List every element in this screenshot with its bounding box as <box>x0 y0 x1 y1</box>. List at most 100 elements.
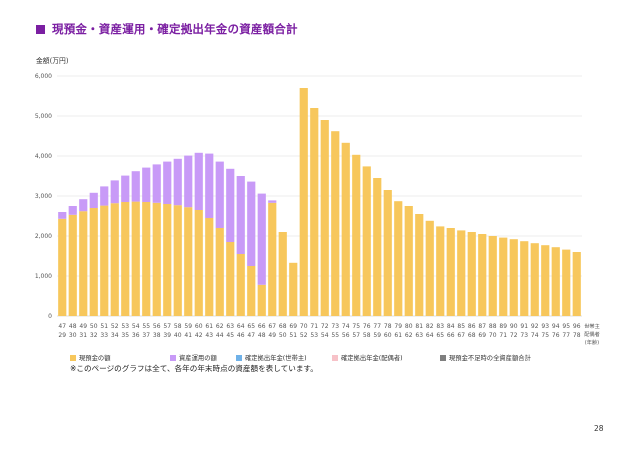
x-tick-label-household: 58 <box>174 323 182 330</box>
x-tick-label-household: 50 <box>90 323 98 330</box>
x-tick-label-spouse: 45 <box>226 332 234 339</box>
legend-label: 現預金不足時の全資産額合計 <box>449 355 531 362</box>
x-tick-label-household: 87 <box>478 323 486 330</box>
x-tick-label-household: 76 <box>363 323 371 330</box>
bar-segment-cash <box>488 236 497 316</box>
bar-segment-cash <box>184 207 193 316</box>
bar-segment-investment <box>226 168 235 242</box>
bar-segment-investment <box>121 175 130 202</box>
bar-segment-cash <box>289 262 298 316</box>
x-tick-label-spouse: 53 <box>310 332 318 339</box>
bar-segment-cash <box>163 204 172 316</box>
x-tick-label-spouse: 38 <box>153 332 161 339</box>
x-tick-label-household: 71 <box>310 323 318 330</box>
bar-segment-investment <box>142 167 151 202</box>
bar-segment-cash <box>152 202 161 316</box>
page-number: 28 <box>594 424 604 433</box>
x-tick-label-spouse: 63 <box>415 332 423 339</box>
legend-label: 確定拠出年金(配偶者) <box>341 355 403 362</box>
bar-segment-cash <box>457 230 466 316</box>
bar-segment-cash <box>373 178 382 316</box>
x-tick-label-household: 61 <box>205 323 213 330</box>
bar-segment-cash <box>478 234 487 316</box>
x-tick-label-household: 92 <box>531 323 539 330</box>
bar-segment-cash <box>215 228 224 316</box>
x-tick-label-household: 65 <box>247 323 255 330</box>
title-square-icon <box>36 24 45 34</box>
bar-segment-cash <box>58 218 67 316</box>
bar-segment-investment <box>110 180 119 204</box>
bar-segment-investment <box>184 155 193 208</box>
x-tick-label-spouse: 77 <box>562 332 570 339</box>
bar-segment-investment <box>152 164 161 203</box>
x-row-label: 世帯主 <box>584 322 600 330</box>
x-tick-label-household: 70 <box>300 323 308 330</box>
bar-segment-cash <box>520 241 529 316</box>
bar-segment-cash <box>551 247 560 316</box>
bar-segment-cash <box>299 88 308 316</box>
x-tick-label-household: 64 <box>237 323 245 330</box>
x-tick-label-spouse: 33 <box>100 332 108 339</box>
y-tick-label: 6,000 <box>35 73 52 80</box>
footnote: ※このページのグラフは全て、各年の年末時点の資産額を表しています。 <box>70 364 318 373</box>
x-tick-label-spouse: 50 <box>279 332 287 339</box>
x-tick-label-spouse: 58 <box>363 332 371 339</box>
x-tick-label-spouse: 65 <box>436 332 444 339</box>
x-tick-label-household: 79 <box>394 323 402 330</box>
bar-segment-cash <box>352 154 361 316</box>
x-tick-label-household: 78 <box>384 323 392 330</box>
x-tick-label-household: 75 <box>352 323 360 330</box>
x-tick-label-household: 84 <box>447 323 455 330</box>
x-tick-label-spouse: 60 <box>384 332 392 339</box>
x-tick-label-spouse: 55 <box>331 332 339 339</box>
bar-segment-cash <box>257 284 266 316</box>
x-tick-label-household: 56 <box>153 323 161 330</box>
x-tick-label-household: 90 <box>510 323 518 330</box>
bar-segment-cash <box>404 206 413 316</box>
x-tick-label-spouse: 39 <box>163 332 171 339</box>
x-tick-label-spouse: 73 <box>520 332 528 339</box>
bar-segment-cash <box>226 242 235 316</box>
x-tick-label-spouse: 74 <box>531 332 539 339</box>
bar-segment-cash <box>467 232 476 316</box>
bar-segment-cash <box>278 232 287 316</box>
x-tick-label-spouse: 61 <box>394 332 402 339</box>
page-title: 現預金・資産運用・確定拠出年金の資産額合計 <box>52 22 298 36</box>
bar-segment-cash <box>121 202 130 316</box>
x-row-label: 配偶者 <box>584 330 600 338</box>
x-tick-label-household: 91 <box>520 323 528 330</box>
bar-segment-investment <box>89 192 98 208</box>
x-tick-label-spouse: 41 <box>184 332 192 339</box>
bar-segment-investment <box>131 171 140 202</box>
x-axis-ticks: 4729483049315032513352345335543655375638… <box>58 323 580 339</box>
x-tick-label-spouse: 36 <box>132 332 140 339</box>
x-tick-label-spouse: 49 <box>268 332 276 339</box>
legend-swatch <box>332 354 338 361</box>
x-tick-label-household: 62 <box>216 323 224 330</box>
x-tick-label-spouse: 59 <box>373 332 381 339</box>
bar-segment-investment <box>163 161 172 204</box>
bar-segment-cash <box>68 214 77 316</box>
x-tick-label-spouse: 76 <box>552 332 560 339</box>
x-row-label: (年齢) <box>585 338 599 346</box>
bar-segment-cash <box>268 202 277 316</box>
bar-segment-cash <box>247 266 256 316</box>
x-tick-label-spouse: 78 <box>573 332 581 339</box>
bar-segment-cash <box>530 243 539 316</box>
x-tick-label-household: 66 <box>258 323 266 330</box>
x-tick-label-household: 96 <box>573 323 581 330</box>
x-tick-label-household: 82 <box>426 323 434 330</box>
x-tick-label-spouse: 32 <box>90 332 98 339</box>
bar-segment-cash <box>131 201 140 316</box>
x-tick-label-spouse: 66 <box>447 332 455 339</box>
bar-segment-cash <box>205 218 214 316</box>
x-tick-label-spouse: 62 <box>405 332 413 339</box>
y-tick-label: 3,000 <box>35 193 52 200</box>
bar-segment-cash <box>415 214 424 316</box>
bar-segment-investment <box>215 161 224 228</box>
bar-segment-cash <box>89 208 98 316</box>
x-tick-label-spouse: 56 <box>342 332 350 339</box>
bar-segment-cash <box>100 205 109 316</box>
